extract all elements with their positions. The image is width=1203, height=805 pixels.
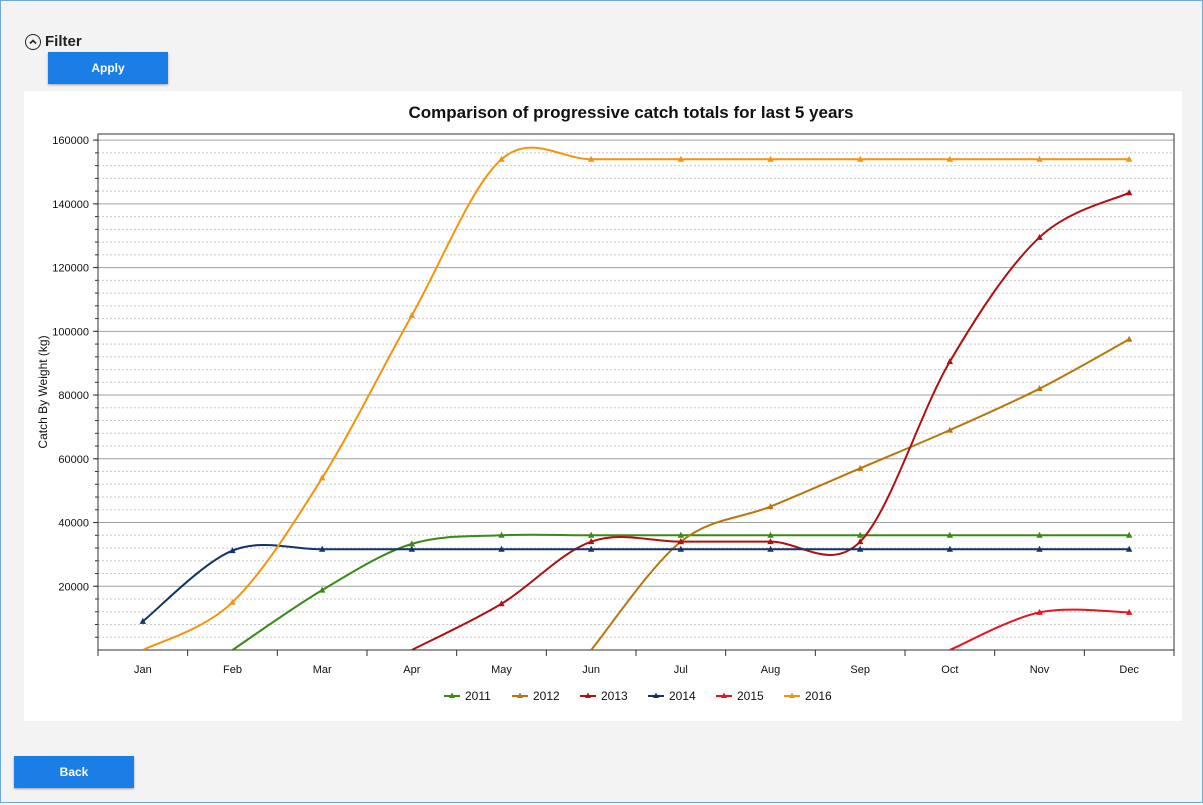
legend-label-2013: 2013 [601, 689, 628, 703]
x-tick-label: Mar [313, 664, 332, 676]
series-line-2016 [142, 146, 1130, 650]
data-point-2014 [139, 617, 147, 624]
legend-marker-2012 [517, 692, 523, 698]
y-tick-label: 140000 [52, 199, 89, 211]
data-point-2011 [1036, 531, 1043, 538]
filter-toggle[interactable]: Filter [25, 33, 82, 50]
data-point-2011 [498, 531, 505, 538]
data-point-2011 [856, 531, 864, 538]
series-line-2011 [231, 533, 1130, 650]
y-tick-label: 160000 [52, 135, 89, 147]
data-point-2013 [677, 538, 685, 545]
y-axis-label: Catch By Weight (kg) [36, 335, 50, 448]
data-point-2013 [587, 538, 595, 545]
data-point-2014 [229, 547, 236, 554]
legend-marker-2014 [653, 692, 659, 698]
data-point-2014 [318, 545, 326, 552]
legend-marker-2016 [789, 692, 795, 698]
data-point-2014 [856, 545, 864, 552]
legend-label-2015: 2015 [737, 689, 764, 703]
apply-button[interactable]: Apply [48, 52, 168, 84]
data-point-2016 [1125, 155, 1133, 162]
x-tick-label: Nov [1030, 664, 1050, 676]
data-point-2015 [1125, 608, 1133, 615]
data-point-2013 [856, 538, 864, 545]
data-point-2013 [1125, 189, 1133, 196]
data-point-2011 [946, 531, 954, 538]
data-point-2016 [498, 155, 505, 162]
x-tick-label: Jan [134, 664, 152, 676]
data-point-2014 [408, 545, 416, 552]
data-point-2012 [946, 426, 954, 433]
y-tick-label: 120000 [52, 263, 89, 275]
y-tick-label: 60000 [58, 454, 89, 466]
data-point-2011 [318, 586, 326, 593]
data-point-2016 [946, 155, 954, 162]
data-point-2016 [408, 311, 416, 318]
y-tick-label: 80000 [58, 390, 89, 402]
data-point-2014 [946, 545, 954, 552]
data-point-2011 [677, 531, 685, 538]
data-point-2013 [498, 600, 505, 607]
y-tick-label: 40000 [58, 518, 89, 530]
x-tick-label: Apr [403, 664, 420, 676]
data-point-2016 [767, 155, 774, 162]
data-point-2011 [587, 531, 595, 538]
data-point-2016 [587, 155, 595, 162]
x-tick-label: Feb [223, 664, 242, 676]
filter-label: Filter [45, 33, 82, 50]
x-tick-label: May [491, 664, 512, 676]
data-point-2014 [587, 545, 595, 552]
series-line-2015 [949, 608, 1130, 650]
data-point-2014 [498, 545, 505, 552]
legend-label-2016: 2016 [805, 689, 832, 703]
data-point-2016 [229, 598, 236, 605]
x-tick-label: Sep [850, 664, 870, 676]
data-point-2014 [767, 545, 774, 552]
data-point-2016 [677, 155, 685, 162]
chart-title: Comparison of progressive catch totals f… [409, 103, 854, 122]
data-point-2013 [946, 358, 954, 365]
x-tick-label: Jun [582, 664, 600, 676]
series-line-2012 [590, 338, 1130, 650]
data-point-2011 [408, 540, 416, 547]
data-point-2012 [856, 464, 864, 471]
data-point-2012 [1036, 385, 1043, 392]
data-point-2012 [767, 503, 774, 510]
legend-label-2014: 2014 [669, 689, 696, 703]
data-point-2011 [1125, 531, 1133, 538]
x-tick-label: Aug [761, 664, 781, 676]
catch-totals-chart: 20000 40000 60000 80000 100000 120000 140000 16… [36, 103, 1175, 703]
data-point-2014 [1036, 545, 1043, 552]
legend-label-2011: 2011 [465, 689, 491, 703]
x-tick-label: Dec [1119, 664, 1139, 676]
series-line-2014 [142, 544, 1130, 623]
data-point-2014 [677, 545, 685, 552]
x-tick-label: Oct [941, 664, 958, 676]
data-point-2016 [318, 474, 326, 481]
legend-label-2012: 2012 [533, 689, 560, 703]
chart-panel: 20000 40000 60000 80000 100000 120000 140000 16… [24, 91, 1182, 721]
legend-marker-2015 [721, 692, 727, 698]
data-point-2013 [767, 538, 774, 545]
data-point-2014 [1125, 545, 1133, 552]
data-point-2013 [1036, 233, 1043, 240]
legend-marker-2013 [585, 692, 591, 698]
data-point-2016 [856, 155, 864, 162]
series-line-2013 [411, 191, 1130, 650]
data-point-2011 [767, 531, 774, 538]
y-tick-label: 100000 [52, 326, 89, 338]
chevron-up-circle-icon [25, 33, 41, 50]
y-tick-label: 20000 [58, 581, 89, 593]
data-point-2012 [1125, 335, 1133, 342]
back-button[interactable]: Back [14, 756, 134, 788]
data-point-2015 [1036, 608, 1043, 615]
x-tick-label: Jul [674, 664, 688, 676]
legend-marker-2011 [449, 692, 455, 698]
data-point-2016 [1036, 155, 1043, 162]
